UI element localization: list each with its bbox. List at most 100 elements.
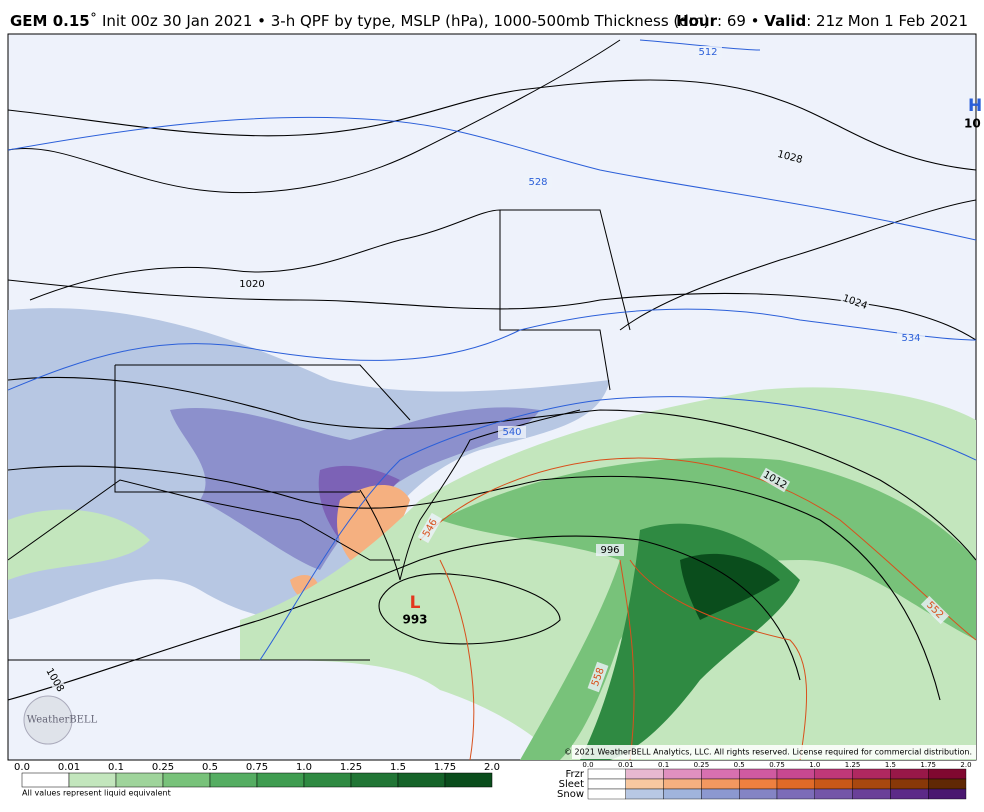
qpf-swatch	[209, 772, 258, 788]
contour-label-bg	[694, 46, 722, 58]
logo-mark	[23, 695, 73, 745]
ptype-tick-label: 0.5	[734, 761, 745, 769]
contour-label: 540	[502, 427, 521, 438]
ptype-swatch	[701, 788, 740, 800]
qpf-swatch	[21, 772, 70, 788]
sleet	[290, 485, 410, 600]
high-symbol: H	[968, 96, 982, 116]
contour-label-bg	[774, 147, 806, 167]
ptype-swatch	[852, 778, 891, 790]
ptype-row-label: Sleet	[559, 779, 584, 790]
ptype-swatch	[890, 788, 929, 800]
rain-moderate	[440, 457, 976, 760]
qpf-swatch	[68, 772, 117, 788]
qpf-tick-label: 1.5	[390, 762, 406, 773]
high-pressure: 10	[964, 117, 981, 131]
ptype-swatch	[587, 788, 626, 800]
contour-label: 512	[698, 47, 717, 58]
ptype-tick-label: 1.75	[920, 761, 936, 769]
contour-label-bg	[839, 291, 871, 313]
ptype-swatch	[625, 768, 664, 780]
qpf-tick-label: 0.01	[58, 762, 80, 773]
qpf-swatch	[115, 772, 164, 788]
ptype-tick-label: 2.0	[960, 761, 971, 769]
ptype-row-label: Frzr	[566, 769, 585, 780]
map: 5125285345405465525581008101210201024102…	[7, 33, 982, 761]
ptype-swatch	[739, 768, 778, 780]
thickness-red	[419, 457, 976, 760]
valid-value: : 21z Mon 1 Feb 2021	[806, 12, 968, 30]
ptype-swatch	[814, 778, 853, 790]
ptype-swatch	[739, 778, 778, 790]
contour-label-bg	[417, 512, 443, 544]
ptype-legend: 0.0 0.01 0.1 0.25 0.5 0.75 1.0 1.25 1.5 1.75 2.0 Fr…	[557, 761, 972, 800]
qpf-tick-label: 0.0	[14, 762, 30, 773]
hour-label: Hour	[676, 12, 718, 30]
copyright-bg	[572, 745, 976, 759]
qpf-swatch	[397, 772, 446, 788]
ptype-tick-label: 1.25	[845, 761, 861, 769]
ptype-swatch	[852, 788, 891, 800]
contour-label: 534	[901, 333, 920, 344]
valid-label: Valid	[764, 12, 806, 30]
ptype-tick-label: 0.1	[658, 761, 669, 769]
ptype-swatch	[928, 768, 967, 780]
qpf-legend: All values represent liquid equivalent 0…	[14, 762, 500, 798]
degree: ˚	[90, 12, 98, 30]
ptype-swatch	[776, 768, 815, 780]
qpf-tick-label: 1.0	[296, 762, 312, 773]
ptype-tick-label: 0.01	[618, 761, 634, 769]
boundaries	[8, 39, 976, 661]
ptype-row-label: Snow	[557, 789, 584, 800]
ptype-swatch	[928, 778, 967, 790]
contour-label: 528	[528, 177, 547, 188]
ptype-swatch	[625, 788, 664, 800]
qpf-swatch	[303, 772, 352, 788]
header-right: Hour: 69 • Valid: 21z Mon 1 Feb 2021	[676, 12, 968, 30]
qpf-note: All values represent liquid equivalent	[22, 789, 171, 798]
qpf-swatch	[256, 772, 305, 788]
ptype-swatch	[625, 778, 664, 790]
hour-value: : 69 •	[717, 12, 764, 30]
ptype-swatch	[776, 778, 815, 790]
qpf-tick-label: 1.25	[340, 762, 362, 773]
qpf-tick-label: 0.5	[202, 762, 218, 773]
copyright: © 2021 WeatherBELL Analytics, LLC. All r…	[564, 748, 972, 757]
contour-label-bg	[897, 332, 925, 344]
qpf-tick-label: 1.75	[434, 762, 456, 773]
qpf-tick-label: 0.75	[246, 762, 268, 773]
contour-label-bg	[920, 595, 950, 625]
model: GEM 0.15	[10, 12, 90, 30]
map-layers	[8, 39, 976, 760]
ptype-tick-label: 0.75	[769, 761, 785, 769]
qpf-tick-label: 0.1	[108, 762, 124, 773]
ptype-swatch	[587, 768, 626, 780]
contour-label-bg	[759, 467, 791, 493]
qpf-tick-label: 0.25	[152, 762, 174, 773]
ptype-swatch	[701, 778, 740, 790]
ptype-swatch	[776, 788, 815, 800]
ptype-swatch	[890, 778, 929, 790]
rain-extreme	[680, 553, 780, 620]
contour-label-bg	[238, 278, 266, 290]
description: Init 00z 30 Jan 2021 • 3-h QPF by type, …	[97, 12, 709, 30]
low-pressure: 993	[402, 613, 427, 627]
ptype-swatch	[890, 768, 929, 780]
qpf-swatch	[350, 772, 399, 788]
ptype-swatch	[739, 788, 778, 800]
contour-label: 996	[600, 545, 619, 556]
header-left: GEM 0.15˚ Init 00z 30 Jan 2021 • 3-h QPF…	[10, 12, 709, 30]
ptype-tick-label: 1.0	[809, 761, 820, 769]
logo: WeatherBELL	[27, 715, 98, 726]
ptype-tick-label: 0.25	[694, 761, 710, 769]
ptype-swatch	[663, 768, 702, 780]
ptype-tick-label: 1.5	[885, 761, 896, 769]
contour-label-bg	[42, 664, 68, 696]
qpf-tick-label: 2.0	[484, 762, 500, 773]
thickness-blue	[8, 39, 976, 661]
contour-label: 1020	[239, 279, 264, 290]
contour-label-bg	[498, 426, 526, 438]
ptype-swatch	[663, 778, 702, 790]
